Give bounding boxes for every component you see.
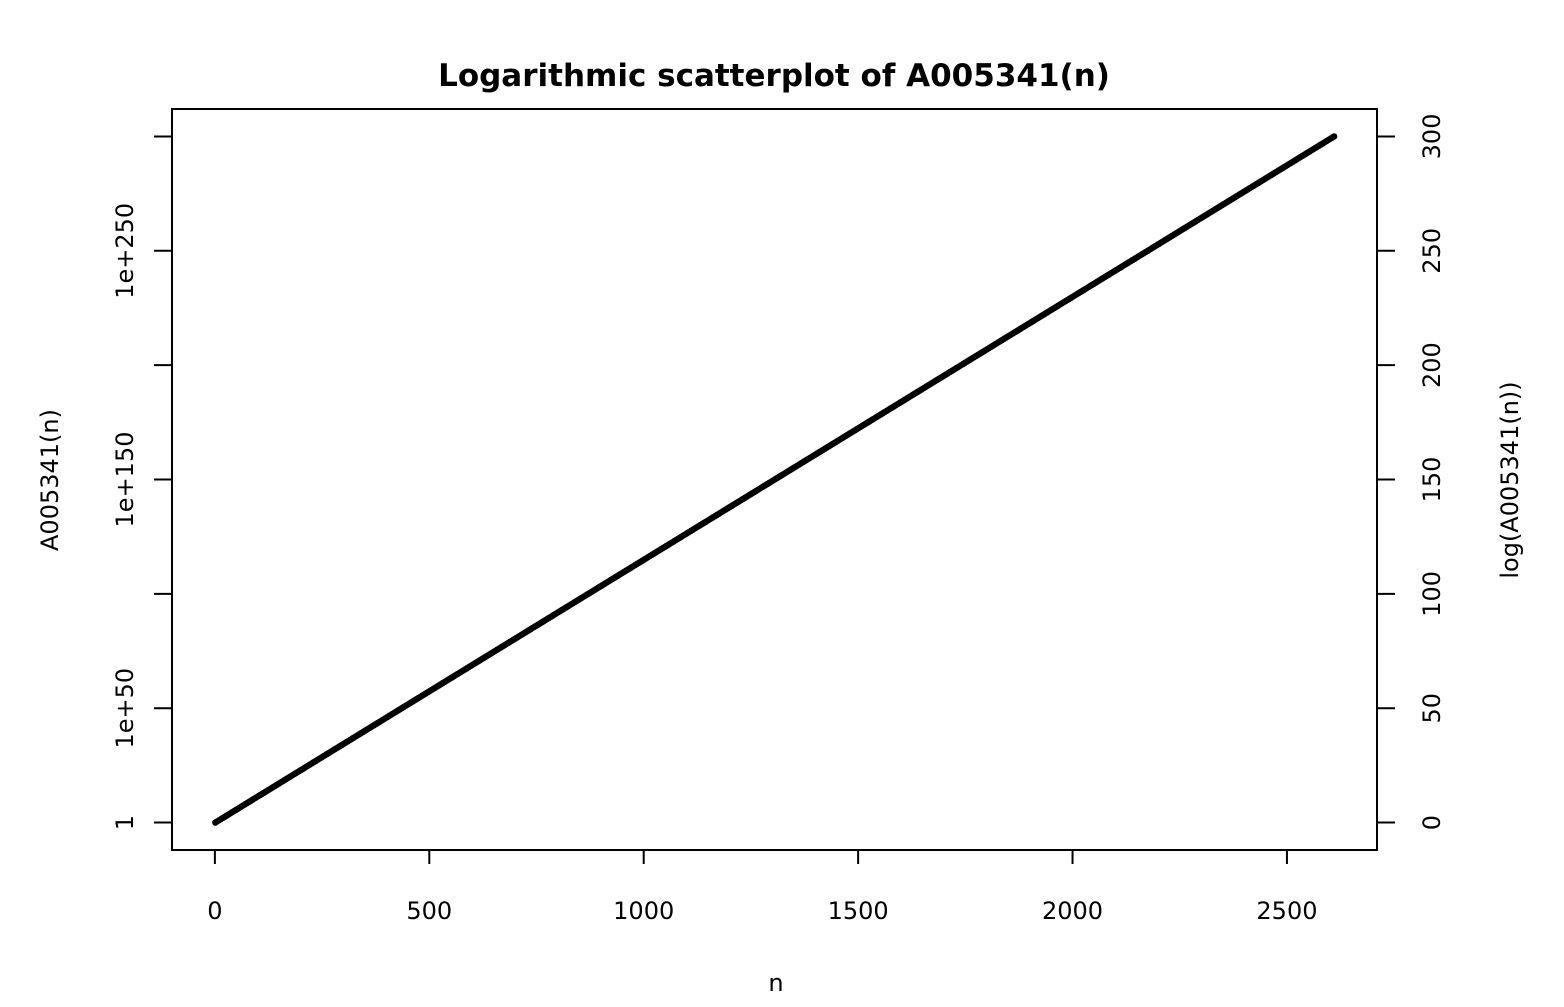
left-y-axis-label: A005341(n) — [36, 409, 64, 551]
left-y-tick-label: 1e+50 — [111, 668, 139, 749]
x-tick-label: 0 — [207, 897, 222, 925]
x-axis-label: n — [768, 969, 783, 997]
left-y-axis-ticks: 1 1e+50 1e+150 1e+250 — [111, 135, 172, 830]
left-y-tick-label: 1e+150 — [111, 432, 139, 528]
data-points — [212, 133, 1338, 826]
x-tick-label: 2000 — [1042, 897, 1103, 925]
right-y-tick-label: 100 — [1418, 571, 1446, 617]
right-y-tick-label: 150 — [1418, 457, 1446, 503]
right-y-tick-label: 250 — [1418, 228, 1446, 274]
right-y-tick-label: 50 — [1418, 693, 1446, 724]
x-tick-label: 1500 — [828, 897, 889, 925]
chart-title: Logarithmic scatterplot of A005341(n) — [438, 58, 1110, 94]
left-y-tick-label: 1e+250 — [111, 203, 139, 299]
x-tick-label: 1000 — [613, 897, 674, 925]
right-y-axis-ticks: 0 50 100 150 200 250 300 — [1377, 114, 1446, 830]
right-y-tick-label: 300 — [1418, 114, 1446, 160]
right-y-axis-label: log(A005341(n)) — [1496, 381, 1524, 578]
x-axis-ticks: 0 500 1000 1500 2000 2500 — [207, 850, 1317, 925]
right-y-tick-label: 0 — [1418, 815, 1446, 830]
data-point — [1330, 133, 1338, 140]
right-y-tick-label: 200 — [1418, 342, 1446, 388]
x-tick-label: 2500 — [1256, 897, 1317, 925]
left-y-tick-label: 1 — [111, 815, 139, 830]
x-tick-label: 500 — [406, 897, 452, 925]
